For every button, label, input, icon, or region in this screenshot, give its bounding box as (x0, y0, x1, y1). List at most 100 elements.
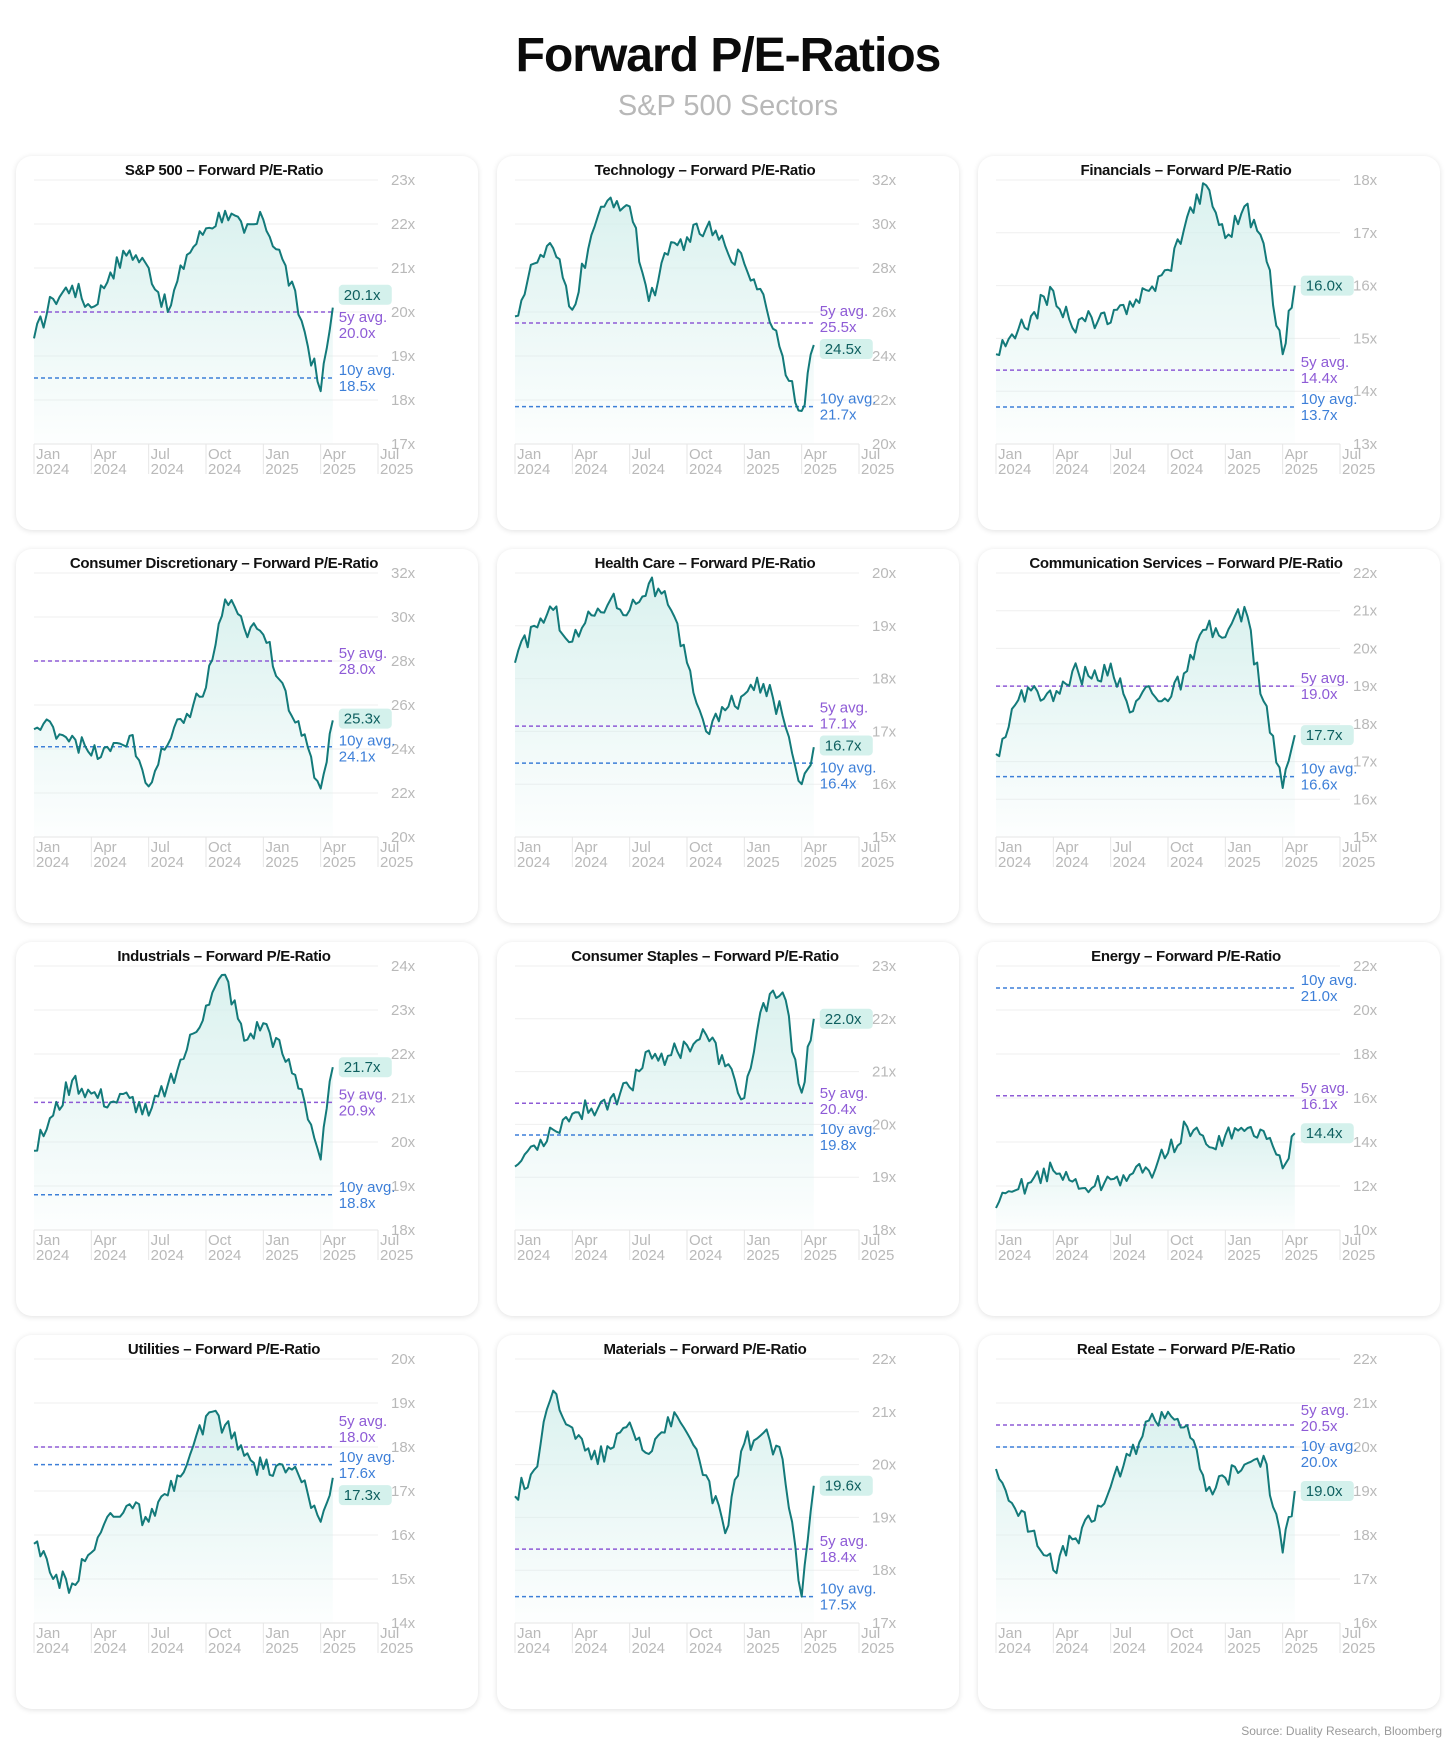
x-tick-month: Apr (93, 839, 116, 856)
x-tick-year: 2025 (1227, 854, 1260, 871)
y-tick-label: 18x (872, 1222, 897, 1239)
y-tick-label: 16x (1353, 1090, 1378, 1107)
x-tick-year: 2025 (861, 461, 894, 478)
x-tick-month: Oct (1170, 1625, 1194, 1642)
x-tick-year: 2024 (1113, 461, 1146, 478)
avg-10y-value: 18.5x (339, 378, 376, 395)
y-tick-label: 17x (1353, 225, 1378, 242)
x-tick-month: Apr (323, 446, 346, 463)
y-tick-label: 28x (391, 653, 416, 670)
x-tick-year: 2025 (380, 854, 413, 871)
x-tick-year: 2025 (323, 1247, 356, 1264)
page-subtitle: S&P 500 Sectors (617, 90, 839, 122)
y-tick-label: 20x (872, 1116, 897, 1133)
line-chart: Technology – Forward P/E-Ratio 20x 22x 24x 2… (514, 162, 897, 478)
y-tick-label: 22x (391, 785, 416, 802)
y-tick-label: 22x (391, 216, 416, 233)
y-tick-label: 26x (872, 304, 897, 321)
x-tick-month: Apr (1055, 1232, 1078, 1249)
x-tick-year: 2025 (804, 461, 837, 478)
x-tick-month: Oct (1170, 839, 1194, 856)
x-tick-year: 2024 (998, 1640, 1031, 1657)
y-tick-label: 16x (872, 776, 897, 793)
x-tick-year: 2024 (1113, 1640, 1146, 1657)
series-line (995, 605, 1296, 789)
x-tick-month: Apr (574, 446, 597, 463)
x-tick-month: Jan (1227, 1232, 1251, 1249)
x-tick-month: Jan (265, 839, 289, 856)
y-tick-label: 17x (872, 723, 897, 740)
avg-5y-label: 5y avg. (339, 645, 387, 662)
line-chart: Consumer Discretionary – Forward P/E-Rat… (33, 555, 416, 871)
y-tick-label: 32x (391, 565, 416, 582)
avg-10y-value: 16.6x (1301, 777, 1338, 794)
y-tick-label: 18x (872, 671, 897, 688)
x-tick-year: 2024 (1170, 854, 1203, 871)
x-tick-year: 2024 (36, 461, 69, 478)
y-tick-label: 15x (391, 1571, 416, 1588)
y-tick-label: 21x (872, 1404, 897, 1421)
avg-5y-value: 20.5x (1301, 1418, 1338, 1435)
x-tick-year: 2024 (36, 854, 69, 871)
avg-10y-value: 18.8x (339, 1195, 376, 1212)
x-tick-year: 2024 (36, 1247, 69, 1264)
chart-title: Consumer Staples – Forward P/E-Ratio (571, 948, 839, 965)
last-value-label: 17.3x (344, 1487, 381, 1504)
chart-card: Energy – Forward P/E-Ratio 10x 12x 14x 16x 18… (978, 942, 1440, 1316)
y-tick-label: 17x (1353, 754, 1378, 771)
x-tick-month: Apr (804, 446, 827, 463)
avg-10y-label: 10y avg. (820, 1581, 877, 1598)
x-tick-year: 2024 (93, 1247, 126, 1264)
series-line (514, 196, 815, 412)
avg-5y-label: 5y avg. (820, 699, 868, 716)
x-tick-month: Jan (265, 1232, 289, 1249)
y-tick-label: 18x (1353, 1527, 1378, 1544)
x-tick-month: Jul (1113, 1625, 1132, 1642)
y-tick-label: 14x (1353, 383, 1378, 400)
x-tick-month: Jan (1227, 1625, 1251, 1642)
line-chart: S&P 500 – Forward P/E-Ratio 17x 18x 19x 20x 2… (33, 162, 416, 478)
series-line (33, 973, 334, 1161)
avg-5y-label: 5y avg. (820, 1533, 868, 1550)
y-tick-label: 14x (391, 1615, 416, 1632)
x-tick-year: 2024 (998, 1247, 1031, 1264)
line-chart: Consumer Staples – Forward P/E-Ratio 18x 1… (514, 948, 897, 1264)
last-value-badge (819, 1475, 873, 1496)
x-tick-year: 2025 (1227, 1247, 1260, 1264)
x-tick-year: 2025 (746, 461, 779, 478)
last-value-badge (338, 708, 392, 729)
avg-10y-label: 10y avg. (1301, 972, 1358, 989)
avg-10y-value: 17.6x (339, 1465, 376, 1482)
chart-title: Real Estate – Forward P/E-Ratio (1077, 1341, 1295, 1358)
last-value-badge (1300, 725, 1354, 746)
x-tick-year: 2025 (1227, 461, 1260, 478)
y-tick-label: 20x (1353, 1439, 1378, 1456)
x-tick-month: Jul (151, 1232, 170, 1249)
x-tick-year: 2024 (689, 854, 722, 871)
avg-10y-value: 20.0x (1301, 1454, 1338, 1471)
series-area (515, 197, 814, 444)
x-tick-month: Jul (632, 839, 651, 856)
y-tick-label: 18x (1353, 172, 1378, 189)
y-tick-label: 22x (1353, 1351, 1378, 1368)
x-tick-year: 2024 (1055, 854, 1088, 871)
x-tick-year: 2024 (1055, 461, 1088, 478)
x-tick-year: 2024 (1055, 1640, 1088, 1657)
series-area (996, 1121, 1295, 1230)
y-tick-label: 17x (391, 436, 416, 453)
x-tick-month: Jan (36, 839, 60, 856)
x-tick-month: Jul (380, 839, 399, 856)
avg-5y-label: 5y avg. (820, 303, 868, 320)
x-tick-month: Jul (151, 1625, 170, 1642)
x-tick-month: Apr (1285, 1232, 1308, 1249)
avg-5y-value: 20.9x (339, 1102, 376, 1119)
avg-10y-value: 24.1x (339, 749, 376, 766)
avg-5y-label: 5y avg. (1301, 1402, 1349, 1419)
y-tick-label: 18x (1353, 1046, 1378, 1063)
x-tick-year: 2024 (93, 854, 126, 871)
avg-10y-label: 10y avg. (1301, 761, 1358, 778)
x-tick-year: 2024 (1055, 1247, 1088, 1264)
y-tick-label: 15x (872, 829, 897, 846)
x-tick-year: 2024 (517, 1640, 550, 1657)
x-tick-month: Jul (1113, 446, 1132, 463)
